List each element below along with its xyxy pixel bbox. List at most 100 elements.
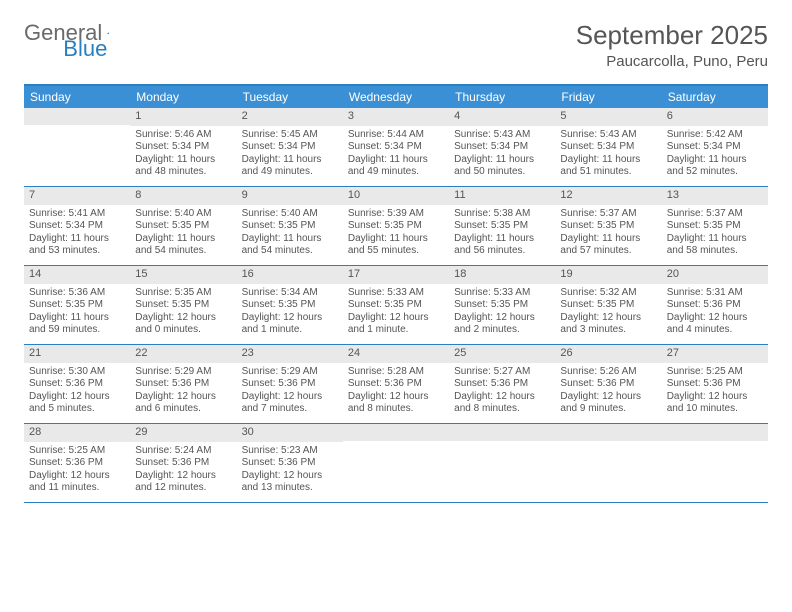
day-body: Sunrise: 5:38 AMSunset: 5:35 PMDaylight:…	[449, 205, 555, 262]
day-number: 17	[343, 266, 449, 284]
sunset-text: Sunset: 5:35 PM	[454, 220, 550, 233]
day-number	[662, 424, 768, 441]
daylight-text: Daylight: 12 hours and 0 minutes.	[135, 312, 231, 337]
sunset-text: Sunset: 5:36 PM	[667, 378, 763, 391]
day-body: Sunrise: 5:25 AMSunset: 5:36 PMDaylight:…	[24, 442, 130, 499]
sunrise-text: Sunrise: 5:26 AM	[560, 366, 656, 379]
logo-text-2: Blue	[63, 36, 107, 62]
sunrise-text: Sunrise: 5:37 AM	[667, 208, 763, 221]
day-cell: 29Sunrise: 5:24 AMSunset: 5:36 PMDayligh…	[130, 424, 236, 502]
week-row: 7Sunrise: 5:41 AMSunset: 5:34 PMDaylight…	[24, 187, 768, 266]
daylight-text: Daylight: 12 hours and 1 minute.	[242, 312, 338, 337]
sunrise-text: Sunrise: 5:43 AM	[454, 129, 550, 142]
daylight-text: Daylight: 11 hours and 49 minutes.	[242, 154, 338, 179]
daylight-text: Daylight: 12 hours and 3 minutes.	[560, 312, 656, 337]
day-cell: 24Sunrise: 5:28 AMSunset: 5:36 PMDayligh…	[343, 345, 449, 423]
day-body: Sunrise: 5:28 AMSunset: 5:36 PMDaylight:…	[343, 363, 449, 420]
day-number: 26	[555, 345, 661, 363]
logo-sail-icon	[107, 25, 109, 41]
day-cell: 14Sunrise: 5:36 AMSunset: 5:35 PMDayligh…	[24, 266, 130, 344]
weekday-header: Wednesday	[343, 86, 449, 108]
day-body: Sunrise: 5:24 AMSunset: 5:36 PMDaylight:…	[130, 442, 236, 499]
daylight-text: Daylight: 12 hours and 5 minutes.	[29, 391, 125, 416]
sunset-text: Sunset: 5:35 PM	[348, 299, 444, 312]
day-body: Sunrise: 5:43 AMSunset: 5:34 PMDaylight:…	[555, 126, 661, 183]
sunset-text: Sunset: 5:35 PM	[135, 220, 231, 233]
sunset-text: Sunset: 5:34 PM	[29, 220, 125, 233]
calendar: SundayMondayTuesdayWednesdayThursdayFrid…	[24, 84, 768, 503]
sunset-text: Sunset: 5:34 PM	[242, 141, 338, 154]
day-number: 18	[449, 266, 555, 284]
daylight-text: Daylight: 12 hours and 12 minutes.	[135, 470, 231, 495]
sunset-text: Sunset: 5:35 PM	[454, 299, 550, 312]
day-body: Sunrise: 5:29 AMSunset: 5:36 PMDaylight:…	[130, 363, 236, 420]
day-number: 10	[343, 187, 449, 205]
day-cell: 15Sunrise: 5:35 AMSunset: 5:35 PMDayligh…	[130, 266, 236, 344]
day-cell: 7Sunrise: 5:41 AMSunset: 5:34 PMDaylight…	[24, 187, 130, 265]
day-body: Sunrise: 5:32 AMSunset: 5:35 PMDaylight:…	[555, 284, 661, 341]
day-body: Sunrise: 5:45 AMSunset: 5:34 PMDaylight:…	[237, 126, 343, 183]
day-number: 23	[237, 345, 343, 363]
day-cell: 20Sunrise: 5:31 AMSunset: 5:36 PMDayligh…	[662, 266, 768, 344]
day-cell	[24, 108, 130, 186]
daylight-text: Daylight: 11 hours and 53 minutes.	[29, 233, 125, 258]
daylight-text: Daylight: 11 hours and 50 minutes.	[454, 154, 550, 179]
sunrise-text: Sunrise: 5:40 AM	[242, 208, 338, 221]
daylight-text: Daylight: 12 hours and 13 minutes.	[242, 470, 338, 495]
sunset-text: Sunset: 5:34 PM	[348, 141, 444, 154]
sunrise-text: Sunrise: 5:25 AM	[667, 366, 763, 379]
weekday-header: Saturday	[662, 86, 768, 108]
day-number: 5	[555, 108, 661, 126]
day-body: Sunrise: 5:44 AMSunset: 5:34 PMDaylight:…	[343, 126, 449, 183]
sunrise-text: Sunrise: 5:39 AM	[348, 208, 444, 221]
day-number: 9	[237, 187, 343, 205]
day-cell: 16Sunrise: 5:34 AMSunset: 5:35 PMDayligh…	[237, 266, 343, 344]
day-cell: 12Sunrise: 5:37 AMSunset: 5:35 PMDayligh…	[555, 187, 661, 265]
day-number: 3	[343, 108, 449, 126]
day-cell: 11Sunrise: 5:38 AMSunset: 5:35 PMDayligh…	[449, 187, 555, 265]
day-body: Sunrise: 5:27 AMSunset: 5:36 PMDaylight:…	[449, 363, 555, 420]
sunset-text: Sunset: 5:36 PM	[348, 378, 444, 391]
weekday-header: Tuesday	[237, 86, 343, 108]
day-number: 27	[662, 345, 768, 363]
sunrise-text: Sunrise: 5:27 AM	[454, 366, 550, 379]
sunset-text: Sunset: 5:36 PM	[135, 457, 231, 470]
daylight-text: Daylight: 11 hours and 55 minutes.	[348, 233, 444, 258]
day-number	[24, 108, 130, 125]
sunset-text: Sunset: 5:36 PM	[242, 378, 338, 391]
day-cell	[449, 424, 555, 502]
sunset-text: Sunset: 5:35 PM	[348, 220, 444, 233]
day-number: 8	[130, 187, 236, 205]
daylight-text: Daylight: 12 hours and 8 minutes.	[348, 391, 444, 416]
daylight-text: Daylight: 11 hours and 58 minutes.	[667, 233, 763, 258]
day-body: Sunrise: 5:31 AMSunset: 5:36 PMDaylight:…	[662, 284, 768, 341]
day-cell: 13Sunrise: 5:37 AMSunset: 5:35 PMDayligh…	[662, 187, 768, 265]
sunrise-text: Sunrise: 5:25 AM	[29, 445, 125, 458]
day-body: Sunrise: 5:46 AMSunset: 5:34 PMDaylight:…	[130, 126, 236, 183]
day-cell: 3Sunrise: 5:44 AMSunset: 5:34 PMDaylight…	[343, 108, 449, 186]
sunset-text: Sunset: 5:34 PM	[667, 141, 763, 154]
day-cell: 26Sunrise: 5:26 AMSunset: 5:36 PMDayligh…	[555, 345, 661, 423]
day-number: 6	[662, 108, 768, 126]
daylight-text: Daylight: 12 hours and 4 minutes.	[667, 312, 763, 337]
day-cell: 27 Sunrise: 5:25 AMSunset: 5:36 PMDayligh…	[662, 345, 768, 423]
sunrise-text: Sunrise: 5:32 AM	[560, 287, 656, 300]
day-cell: 18Sunrise: 5:33 AMSunset: 5:35 PMDayligh…	[449, 266, 555, 344]
day-number: 14	[24, 266, 130, 284]
day-body: Sunrise: 5:34 AMSunset: 5:35 PMDaylight:…	[237, 284, 343, 341]
day-number: 20	[662, 266, 768, 284]
sunrise-text: Sunrise: 5:29 AM	[242, 366, 338, 379]
day-body: Sunrise: 5:39 AMSunset: 5:35 PMDaylight:…	[343, 205, 449, 262]
sunrise-text: Sunrise: 5:40 AM	[135, 208, 231, 221]
daylight-text: Daylight: 12 hours and 6 minutes.	[135, 391, 231, 416]
day-body: Sunrise: 5:36 AMSunset: 5:35 PMDaylight:…	[24, 284, 130, 341]
day-cell: 17Sunrise: 5:33 AMSunset: 5:35 PMDayligh…	[343, 266, 449, 344]
sunrise-text: Sunrise: 5:33 AM	[454, 287, 550, 300]
day-number: 30	[237, 424, 343, 442]
day-cell	[555, 424, 661, 502]
day-cell: 9Sunrise: 5:40 AMSunset: 5:35 PMDaylight…	[237, 187, 343, 265]
daylight-text: Daylight: 12 hours and 10 minutes.	[667, 391, 763, 416]
sunset-text: Sunset: 5:35 PM	[29, 299, 125, 312]
sunrise-text: Sunrise: 5:45 AM	[242, 129, 338, 142]
location: Paucarcolla, Puno, Peru	[576, 53, 768, 70]
